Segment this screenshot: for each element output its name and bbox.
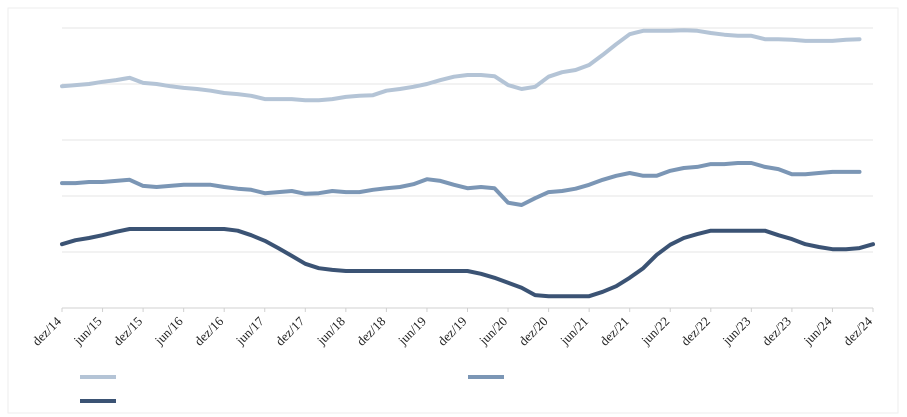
- x-tick-label: dez/20: [516, 314, 551, 349]
- x-tick-label: dez/15: [110, 314, 145, 349]
- x-tick-label: dez/21: [597, 314, 632, 349]
- x-tick-label: jun/22: [638, 314, 673, 349]
- x-tick-label: jun/16: [151, 313, 186, 348]
- series-line: [60, 227, 875, 299]
- x-tick-label: dez/23: [759, 314, 794, 349]
- x-tick-label: dez/24: [840, 313, 875, 348]
- series-line: [60, 161, 862, 207]
- x-tick-label: jun/21: [556, 314, 591, 349]
- x-tick-label: dez/18: [353, 314, 388, 349]
- x-tick-label: jun/17: [232, 313, 267, 348]
- x-tick-label: jun/24: [800, 313, 835, 348]
- x-tick-label: dez/14: [29, 313, 64, 348]
- x-tick-label: dez/16: [191, 313, 226, 348]
- x-tick-label: dez/17: [272, 313, 307, 348]
- x-tick-label: jun/18: [313, 314, 348, 349]
- x-tick-label: jun/20: [475, 314, 510, 349]
- frame: [7, 7, 899, 414]
- x-tick-label: jun/15: [70, 314, 105, 349]
- x-tick-label: dez/19: [435, 314, 470, 349]
- x-tick-label: dez/22: [678, 314, 713, 349]
- x-tick-label: jun/23: [719, 314, 754, 349]
- x-tick-label: jun/19: [394, 314, 429, 349]
- series-line: [60, 28, 862, 103]
